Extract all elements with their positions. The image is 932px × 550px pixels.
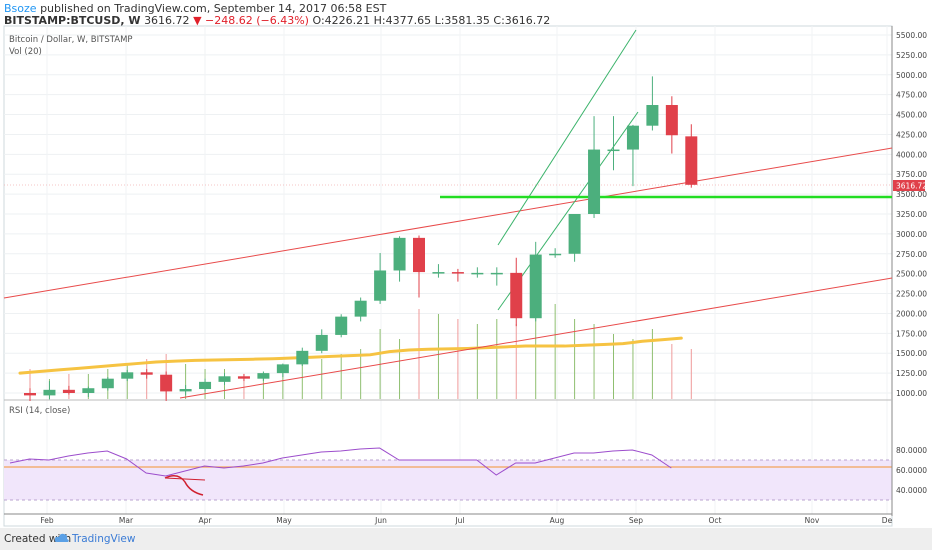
price-tick-label: 5500.00 [896, 31, 927, 40]
price-tick-label: 2000.00 [896, 309, 927, 318]
candle-body [82, 388, 95, 393]
rsi-annotation-stroke [164, 475, 204, 496]
candle-body [179, 389, 192, 392]
tradingview-logo-text[interactable]: TradingView [72, 533, 136, 545]
rsi-tick-label: 80.0000 [896, 446, 927, 455]
candle-body [354, 300, 367, 317]
price-tick-label: 3000.00 [896, 230, 927, 239]
created-with-text: Created with [4, 533, 72, 545]
candle-body [199, 381, 212, 390]
time-tick-label: Feb [40, 516, 54, 525]
candle-body [393, 237, 406, 271]
time-tick-label: De [882, 516, 893, 525]
candle-body [665, 105, 678, 136]
time-tick-label: Sep [629, 516, 643, 525]
candle-body [646, 105, 659, 126]
price-tick-label: 2500.00 [896, 270, 927, 279]
time-tick-label: Apr [199, 516, 213, 525]
time-tick-label: Mar [119, 516, 134, 525]
candle-body [432, 272, 445, 274]
candle-body [62, 389, 75, 393]
price-tick-label: 3250.00 [896, 210, 927, 219]
candle-body [413, 237, 425, 273]
time-tick-label: Nov [805, 516, 820, 525]
time-tick-label: Jul [454, 516, 464, 525]
candle-body [24, 393, 36, 396]
candle-body [588, 149, 601, 214]
ohlc-values: O:4226.21 H:4377.65 L:3581.35 C:3616.72 [312, 14, 551, 27]
candle-body [276, 364, 289, 374]
published-text: published on TradingView.com, September … [40, 2, 387, 15]
price-tick-label: 1500.00 [896, 349, 927, 358]
last-price: 3616.72 [144, 14, 190, 27]
candle-body [510, 272, 523, 319]
price-tick-label: 4750.00 [896, 91, 927, 100]
candle-body [490, 272, 503, 275]
candle-body [218, 376, 231, 382]
volume-label: Vol (20) [9, 47, 42, 57]
candle-body [43, 389, 56, 396]
time-tick-label: Oct [709, 516, 722, 525]
author-link[interactable]: Bsoze [4, 2, 37, 15]
down-arrow-icon: ▼ [193, 14, 202, 27]
chart-title: Bitcoin / Dollar, W, BITSTAMP [9, 35, 133, 45]
price-tick-label: 1750.00 [896, 329, 927, 338]
rsi-tick-label: 60.0000 [896, 466, 927, 475]
rsi-label: RSI (14, close) [9, 406, 70, 416]
rsi-line [9, 447, 672, 477]
upper-channel-line [3, 147, 893, 299]
price-tick-label: 1000.00 [896, 389, 927, 398]
candle-body [121, 372, 134, 379]
rsi-annotation-line [164, 477, 206, 481]
candle-body [335, 316, 348, 335]
candle-body [140, 372, 153, 375]
candle-body [296, 350, 309, 365]
candle-body [568, 214, 581, 254]
candle-body [451, 272, 464, 274]
candle-body [529, 254, 542, 319]
change-value: −248.62 (−6.43%) [205, 14, 309, 27]
candle-body [626, 125, 639, 150]
price-tick-label: 2250.00 [896, 290, 927, 299]
time-tick-label: May [276, 516, 292, 525]
candle-body [257, 373, 270, 379]
ohlc-line: BITSTAMP:BTCUSD, W 3616.72 ▼ −248.62 (−6… [4, 14, 550, 27]
candle-body [471, 272, 484, 275]
candle-body [607, 149, 620, 152]
candle-body [160, 374, 173, 392]
tradingview-cloud-icon [54, 533, 69, 542]
volume-ma-line [18, 336, 683, 375]
price-tick-label: 2750.00 [896, 250, 927, 259]
time-tick-label: Jun [374, 516, 387, 525]
last-price-tag [893, 180, 925, 191]
footer: Created with TradingView [0, 528, 932, 550]
price-tick-label: 3500.00 [896, 190, 927, 199]
candle-body [315, 334, 328, 351]
price-tick-label: 1250.00 [896, 369, 927, 378]
lower-channel-line [179, 277, 893, 399]
candle-body [685, 136, 698, 185]
candle-body [237, 376, 250, 379]
candle-body [374, 270, 387, 301]
price-tick-label: 3750.00 [896, 170, 927, 179]
price-tick-label: 5250.00 [896, 51, 927, 60]
publish-info: Bsoze published on TradingView.com, Sept… [4, 2, 386, 15]
price-tick-label: 4000.00 [896, 150, 927, 159]
price-tick-label: 4250.00 [896, 130, 927, 139]
candle-body [101, 378, 114, 389]
price-tick-label: 5000.00 [896, 71, 927, 80]
candle-body [549, 253, 562, 256]
time-tick-label: Aug [550, 516, 565, 525]
green-channel-upper [497, 29, 637, 246]
price-tick-label: 4500.00 [896, 111, 927, 120]
rsi-tick-label: 40.0000 [896, 486, 927, 495]
symbol-label: BITSTAMP:BTCUSD, W [4, 14, 141, 27]
last-price-tag-text: 3616.72 [896, 182, 927, 191]
